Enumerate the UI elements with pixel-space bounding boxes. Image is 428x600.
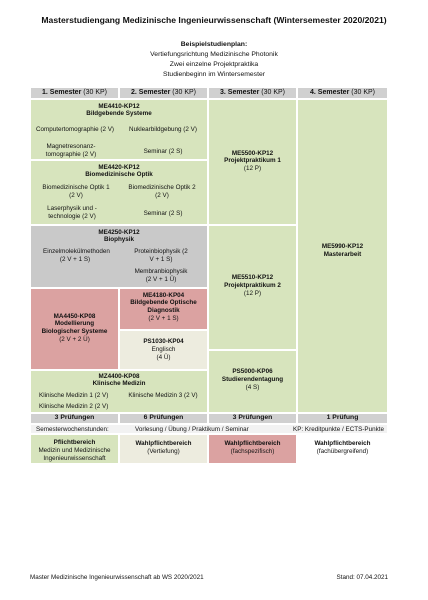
plan-line: Vertiefungsrichtung Medizinische Photoni… — [150, 51, 278, 58]
module-title: Bildgebende Optische Diagnostik — [130, 299, 197, 314]
module: PS1030-KP04 Englisch (4 Ü) — [119, 330, 208, 370]
course: Biomedizinische Optik 2 (2 V) — [128, 184, 196, 199]
area: Wahlpflichtbereich (fachübergreifend) — [297, 434, 388, 464]
area-sub: (Vertiefung) — [147, 447, 180, 455]
course: Klinische Medizin 3 (2 V) — [128, 392, 198, 399]
area-title: Wahlpflichtbereich — [314, 440, 371, 447]
course: Laserphysik und -technologie (2 V) — [47, 205, 97, 220]
label: 1. Semester — [42, 89, 82, 96]
label: 4. Semester — [310, 89, 350, 96]
legend-kp: KP: Kreditpunkte / ECTS-Punkte — [293, 426, 384, 433]
module: ME4250-KP12 Biophysik Einzelmolekülmetho… — [30, 225, 208, 288]
module-title: Biomedizinische Optik — [85, 171, 153, 178]
module-title: Modellierung Biologischer Systeme — [41, 320, 108, 335]
legend-types: Vorlesung / Übung / Praktikum / Seminar — [135, 426, 249, 433]
code: ME4410-KP12 — [98, 103, 140, 110]
hours: (12 P) — [243, 165, 262, 172]
module-title: Studierendentagung — [221, 376, 284, 383]
course: Computertomographie (2 V) — [35, 126, 115, 133]
kp: (30 KP) — [351, 89, 375, 96]
area-sub: (fachspezifisch) — [230, 447, 275, 455]
hours: (4 S) — [245, 384, 260, 391]
course: Membranbiophysik (2 V + 1 Ü) — [134, 268, 188, 283]
title: Masterstudiengang Medizinische Ingenieur… — [41, 15, 387, 25]
course: Proteinbiophysik (2 V + 1 S) — [134, 248, 188, 263]
module: MZ4400-KP08 Klinische Medizin Klinische … — [30, 370, 208, 413]
kp: (30 KP) — [261, 89, 285, 96]
module: ME5500-KP12 Projektpraktikum 1 (12 P) — [208, 99, 297, 225]
hours: (12 P) — [243, 290, 262, 297]
course: Klinische Medizin 1 (2 V) — [39, 392, 109, 399]
module: ME4180-KP04 Bildgebende Optische Diagnos… — [119, 288, 208, 330]
course: Nuklearbildgebung (2 V) — [129, 126, 197, 133]
area: Pflichtbereich Medizin und Medizinische I… — [30, 434, 119, 464]
code: MZ4400-KP08 — [98, 373, 140, 380]
plan: Beispielstudienplan: Vertiefungsrichtung… — [0, 40, 428, 80]
kp: (30 KP) — [172, 89, 196, 96]
module-title: Englisch — [151, 346, 176, 353]
module: MA4450-KP08 Modellierung Biologischer Sy… — [30, 288, 119, 370]
plan-heading: Beispielstudienplan: — [180, 41, 248, 48]
module-title: Klinische Medizin — [92, 380, 146, 387]
code: ME4420-KP12 — [98, 164, 140, 171]
course: Biomedizinische Optik 1 (2 V) — [42, 184, 110, 199]
area-title: Wahlpflichtbereich — [224, 440, 281, 447]
code: ME5510-KP12 — [231, 274, 274, 281]
hours: (4 Ü) — [156, 354, 171, 361]
module: ME4410-KP12 Bildgebende Systeme Computer… — [30, 99, 208, 160]
code: ME4250-KP12 — [98, 229, 140, 236]
plan-line: Studienbeginn im Wintersemester — [163, 71, 265, 78]
footer-right: Stand: 07.04.2021 — [336, 574, 388, 581]
exams: 3 Prüfungen — [208, 413, 297, 424]
semester-header: 1. Semester (30 KP) — [30, 87, 119, 99]
label: 3. Semester — [220, 89, 260, 96]
code: ME5990-KP12 — [321, 243, 364, 250]
module: ME5510-KP12 Projektpraktikum 2 (12 P) — [208, 225, 297, 350]
area: Wahlpflichtbereich (Vertiefung) — [119, 434, 208, 464]
module: ME5990-KP12 Masterarbeit — [297, 99, 388, 413]
module-title: Biophysik — [103, 236, 135, 243]
area-sub: Medizin und Medizinische Ingenieurwissen… — [38, 446, 111, 462]
area-title: Pflichtbereich — [53, 439, 96, 446]
legend: Semesterwochenstunden: Vorlesung / Übung… — [30, 424, 388, 434]
code: PS5000-KP06 — [232, 368, 273, 375]
module-title: Projektpraktikum 2 — [224, 282, 281, 289]
hours: (2 V + 1 S) — [148, 315, 179, 322]
course: Einzelmolekülmethoden (2 V + 1 S) — [43, 248, 110, 263]
area: Wahlpflichtbereich (fachspezifisch) — [208, 434, 297, 464]
code: ME5500-KP12 — [231, 150, 274, 157]
area-sub: (fachübergreifend) — [316, 447, 369, 455]
exams: 1 Prüfung — [297, 413, 388, 424]
semester-header: 3. Semester (30 KP) — [208, 87, 297, 99]
course: Seminar (2 S) — [143, 148, 183, 155]
exams: 3 Prüfungen — [30, 413, 119, 424]
course: Klinische Medizin 2 (2 V) — [39, 403, 109, 410]
semester-header: 4. Semester (30 KP) — [297, 87, 388, 99]
module: PS5000-KP06 Studierendentagung (4 S) — [208, 350, 297, 413]
kp: (30 KP) — [83, 89, 107, 96]
plan-line: Zwei einzelne Projektpraktika — [169, 61, 259, 68]
code: ME4180-KP04 — [142, 292, 185, 299]
semester-header: 2. Semester (30 KP) — [119, 87, 208, 99]
module-title: Bildgebende Systeme — [86, 110, 152, 117]
label: 2. Semester — [131, 89, 171, 96]
exams: 6 Prüfungen — [119, 413, 208, 424]
footer-left: Master Medizinische Ingenieurwissenschaf… — [30, 574, 204, 581]
module-title: Projektpraktikum 1 — [224, 157, 281, 164]
course: Magnetresonanz-tomographie (2 V) — [45, 143, 97, 158]
code: MA4450-KP08 — [53, 313, 96, 320]
code: PS1030-KP04 — [143, 338, 184, 345]
module-title: Masterarbeit — [323, 251, 362, 258]
legend-sws: Semesterwochenstunden: — [36, 426, 109, 433]
hours: (2 V + 2 Ü) — [59, 336, 90, 343]
course: Seminar (2 S) — [143, 210, 183, 217]
module: ME4420-KP12 Biomedizinische Optik Biomed… — [30, 160, 208, 225]
area-title: Wahlpflichtbereich — [135, 440, 192, 447]
